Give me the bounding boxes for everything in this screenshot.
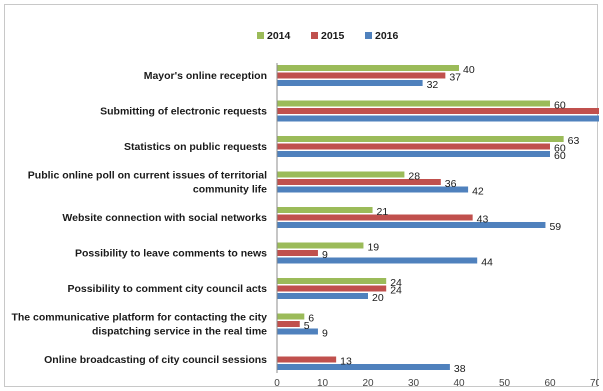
- x-tick-label-0: 0: [274, 378, 280, 388]
- value-label-2016-5: 44: [481, 257, 493, 269]
- value-label-2015-8: 13: [340, 356, 352, 368]
- value-label-2014-6: 24: [390, 277, 402, 289]
- value-label-2015-2: 60: [554, 143, 566, 155]
- category-label-6: Possibility to comment city council acts: [67, 283, 267, 295]
- x-axis-tick-labels: 01020304050607080: [274, 378, 599, 388]
- category-label-0: Mayor's online reception: [144, 70, 267, 82]
- bar-2015-5: [277, 250, 318, 256]
- bar-2015-3: [277, 179, 441, 185]
- x-tick-label-20: 20: [362, 378, 374, 388]
- bar-2016-7: [277, 328, 318, 335]
- value-label-2016-3: 42: [472, 186, 484, 198]
- value-label-2016-6: 20: [372, 292, 384, 304]
- x-tick-label-50: 50: [499, 378, 511, 388]
- bar-2016-8: [277, 364, 450, 370]
- legend-swatch-2016: [365, 32, 372, 39]
- category-label-7-line-1: dispatching service in the real time: [92, 326, 267, 338]
- bar-2015-8: [277, 356, 337, 363]
- bar-2014-6: [277, 278, 387, 284]
- category-label-1: Submitting of electronic requests: [100, 106, 267, 118]
- bar-2016-3: [277, 186, 469, 193]
- bar-2014-0: [277, 65, 459, 71]
- value-label-2015-3: 36: [445, 178, 457, 190]
- value-label-2014-5: 19: [367, 242, 379, 254]
- x-tick-label-60: 60: [544, 378, 556, 388]
- value-label-2015-6: 24: [390, 285, 402, 297]
- category-label-5: Possibility to leave comments to news: [75, 248, 267, 260]
- bar-2014-2: [277, 136, 564, 142]
- bar-2016-1: [277, 115, 599, 122]
- value-label-2016-4: 59: [549, 221, 561, 233]
- value-label-2014-3: 28: [408, 171, 420, 183]
- bar-2016-5: [277, 257, 478, 264]
- category-label-7-line-0: The communicative platform for contactin…: [11, 312, 267, 324]
- x-tick-label-10: 10: [317, 378, 329, 388]
- value-label-2016-0: 32: [427, 79, 439, 91]
- value-label-2015-7: 5: [304, 320, 310, 332]
- bar-2014-4: [277, 207, 373, 213]
- value-label-2015-4: 43: [477, 214, 489, 226]
- bar-2014-1: [277, 100, 550, 107]
- bar-2014-5: [277, 242, 364, 249]
- category-label-4: Website connection with social networks: [62, 212, 267, 224]
- category-label-2: Statistics on public requests: [124, 141, 267, 153]
- value-label-2016-8: 38: [454, 363, 466, 375]
- bar-2016-0: [277, 80, 423, 86]
- bar-2016-4: [277, 222, 546, 228]
- bars-group: [277, 65, 599, 370]
- legend-label-2015: 2015: [321, 30, 345, 42]
- bar-2014-3: [277, 171, 405, 178]
- bar-2016-2: [277, 151, 550, 157]
- legend-label-2016: 2016: [375, 30, 399, 42]
- chart-frame: 2014 2015 2016 Mayor's online reception Sub…: [4, 4, 599, 388]
- value-label-2015-0: 37: [449, 72, 461, 84]
- legend-label-2014: 2014: [267, 30, 291, 42]
- bar-2015-4: [277, 214, 473, 221]
- value-labels: 4037326071736360602836422143591994424242…: [304, 64, 580, 375]
- x-tick-label-40: 40: [453, 378, 465, 388]
- category-labels: Mayor's online reception Submitting of el…: [11, 70, 267, 366]
- value-label-2014-2: 63: [568, 135, 580, 147]
- value-label-2014-4: 21: [377, 206, 389, 218]
- bar-2016-6: [277, 293, 368, 299]
- bar-2015-7: [277, 321, 300, 327]
- legend: 2014 2015 2016: [257, 30, 399, 42]
- value-label-2014-0: 40: [463, 64, 475, 76]
- x-tick-label-70: 70: [590, 378, 599, 388]
- bar-2015-1: [277, 108, 599, 114]
- category-label-3-line-0: Public online poll on current issues of …: [28, 170, 267, 182]
- value-label-2014-1: 60: [554, 100, 566, 112]
- value-label-2016-2: 60: [554, 150, 566, 162]
- category-label-8: Online broadcasting of city council sess…: [44, 354, 267, 366]
- value-label-2014-7: 6: [308, 313, 314, 325]
- legend-swatch-2014: [257, 32, 264, 39]
- x-tick-label-30: 30: [408, 378, 420, 388]
- legend-swatch-2015: [311, 32, 318, 39]
- value-label-2015-5: 9: [322, 249, 328, 261]
- value-label-2016-7: 9: [322, 328, 328, 340]
- bar-2015-6: [277, 285, 387, 292]
- bar-2015-0: [277, 72, 446, 79]
- category-label-3-line-1: community life: [193, 184, 267, 196]
- bar-2015-2: [277, 143, 550, 150]
- bar-chart: 2014 2015 2016 Mayor's online reception Sub…: [11, 30, 599, 388]
- bar-2014-7: [277, 313, 305, 320]
